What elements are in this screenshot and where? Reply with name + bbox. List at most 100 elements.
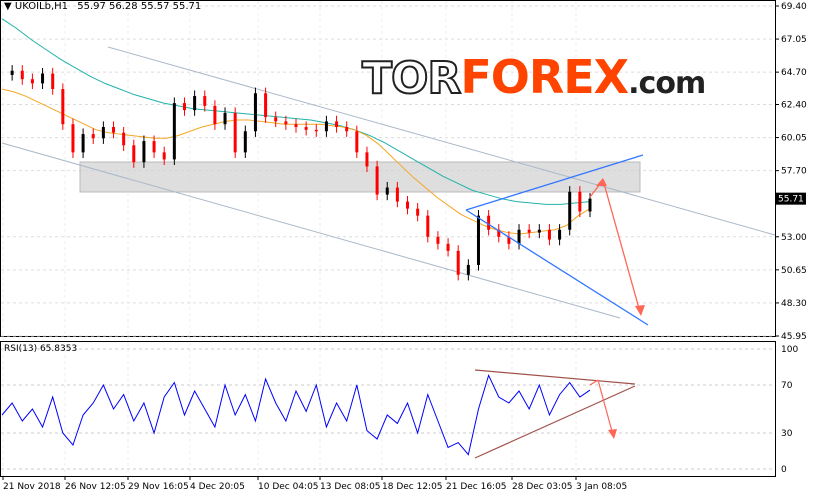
candle-body: [71, 124, 75, 153]
candle-body: [223, 112, 227, 125]
candle-body: [51, 73, 55, 90]
channel-upper-line: [107, 46, 776, 236]
rsi-axis-label: 0: [781, 465, 787, 475]
dropdown-triangle-icon[interactable]: ▼: [4, 1, 12, 12]
rsi-arrow-down: [597, 379, 614, 436]
price-axis-label: 69.40: [781, 2, 807, 12]
candle-body: [264, 93, 268, 118]
candle-body: [61, 89, 65, 125]
time-axis-label: 26 Nov 12:05: [65, 482, 126, 492]
logo-part-com: .com: [628, 66, 706, 101]
candle-body: [122, 132, 126, 146]
torforex-logo: TORFOREX.com: [361, 50, 706, 105]
time-axis-label: 13 Dec 08:05: [320, 482, 381, 492]
candle-body: [233, 112, 237, 153]
price-axis-label: 50.65: [781, 266, 807, 276]
candle-body: [537, 229, 541, 233]
candle-body: [20, 70, 24, 80]
rsi-panel-frame: [0, 341, 776, 477]
candle-body: [578, 191, 582, 212]
candle-body: [243, 131, 247, 153]
time-axis-label: 21 Nov 2018: [3, 482, 61, 492]
rsi-label: RSI(13) 65.8353: [4, 344, 78, 354]
candle-body: [568, 191, 572, 230]
forecast-arrow-down: [602, 179, 641, 313]
price-axis-label: 48.30: [781, 299, 807, 309]
candle-body: [507, 236, 511, 244]
candle-body: [345, 127, 349, 132]
time-axis-label: 10 Dec 04:05: [258, 482, 319, 492]
candle-body: [172, 103, 176, 160]
arrowhead-icon: [596, 178, 607, 186]
rsi-axis-label: 70: [781, 381, 793, 391]
candle-body: [193, 96, 197, 111]
candle-body: [162, 152, 166, 160]
candle-body: [101, 127, 105, 139]
candle-body: [81, 134, 85, 153]
candle-body: [253, 93, 257, 132]
time-axis-label: 18 Dec 12:05: [382, 482, 443, 492]
candle-body: [476, 215, 480, 265]
candle-body: [416, 208, 420, 216]
candle-body: [324, 121, 328, 132]
candle-body: [375, 166, 379, 195]
symbol-header: ▼ UKOILb,H1 55.97 56.28 55.57 55.71: [4, 1, 201, 12]
time-axis-label: 4 Dec 20:05: [190, 482, 245, 492]
candle-body: [152, 141, 156, 153]
price-axis-label: 67.05: [781, 35, 807, 45]
rsi-line: [1, 374, 591, 456]
price-axis-label: 45.95: [781, 332, 807, 342]
candle-body: [385, 187, 389, 195]
candle-body: [30, 79, 34, 84]
arrowhead-icon: [635, 305, 645, 316]
candle-body: [456, 250, 460, 275]
channel-lower-line: [1, 142, 621, 319]
candle-body: [142, 141, 146, 163]
candle-body: [335, 121, 339, 128]
candle-body: [304, 127, 308, 130]
logo-part-forex: FOREX: [460, 50, 629, 104]
candle-body: [588, 198, 592, 212]
candle-body: [446, 243, 450, 251]
rsi-axis-label: 30: [781, 429, 793, 439]
price-axis-label: 53.00: [781, 233, 807, 243]
candle-body: [284, 121, 288, 125]
candle-body: [314, 129, 318, 132]
resistance-zone: [79, 161, 641, 193]
logo-part-tor: TOR: [361, 52, 462, 105]
time-axis-label: 21 Dec 16:05: [446, 482, 507, 492]
rsi-axis-label: 100: [781, 345, 798, 355]
candle-body: [91, 134, 95, 139]
ohlc-values: 55.97 56.28 55.57 55.71: [77, 1, 202, 12]
candle-body: [436, 236, 440, 244]
candle-body: [426, 215, 430, 237]
triangle-upper-line: [465, 154, 644, 211]
candle-body: [294, 124, 298, 128]
candle-body: [365, 152, 369, 167]
candle-body: [355, 131, 359, 153]
time-axis-label: 3 Jan 08:05: [576, 482, 627, 492]
price-axis-label: 57.70: [781, 167, 807, 177]
price-axis-label: 62.40: [781, 101, 807, 111]
candle-body: [547, 229, 551, 240]
time-axis-label: 28 Dec 03:05: [512, 482, 573, 492]
triangle-lower-line: [465, 209, 649, 326]
candle-body: [527, 229, 531, 233]
price-axis-label: 60.05: [781, 134, 807, 144]
arrowhead-icon: [608, 429, 617, 439]
candle-body: [10, 70, 14, 75]
candle-body: [41, 73, 45, 84]
candle-body: [132, 145, 136, 163]
current-price-label: 55.71: [778, 195, 804, 205]
candle-body: [213, 105, 217, 125]
candle-body: [274, 117, 278, 122]
time-axis-label: 29 Nov 16:05: [128, 482, 189, 492]
candle-body: [203, 96, 207, 106]
current-price-tag: [776, 192, 806, 205]
rsi-arrow-up: [589, 379, 599, 386]
candle-body: [497, 229, 501, 237]
price-axis-label: 64.70: [781, 68, 807, 78]
candle-body: [395, 187, 399, 202]
